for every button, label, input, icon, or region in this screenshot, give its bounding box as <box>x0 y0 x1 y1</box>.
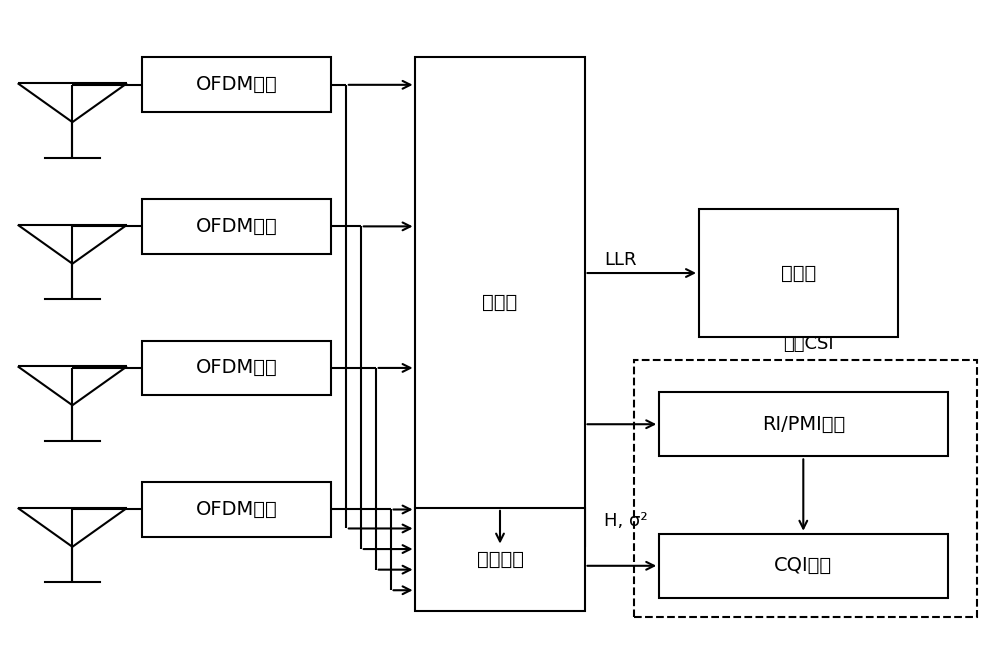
Text: OFDM接收: OFDM接收 <box>196 75 277 94</box>
Bar <box>415 508 585 611</box>
Text: 译码器: 译码器 <box>781 263 816 282</box>
Text: OFDM接收: OFDM接收 <box>196 217 277 236</box>
Bar <box>699 209 898 337</box>
Bar <box>142 482 331 537</box>
Text: RI/PMI确定: RI/PMI确定 <box>762 415 845 434</box>
Bar <box>142 199 331 254</box>
Bar <box>659 392 948 456</box>
Text: H, σ²: H, σ² <box>604 512 648 530</box>
Bar <box>634 360 977 617</box>
Text: LLR: LLR <box>604 251 637 269</box>
Text: 检测器: 检测器 <box>482 293 518 312</box>
Text: OFDM接收: OFDM接收 <box>196 358 277 378</box>
Bar <box>142 58 331 112</box>
Text: 上报CSI: 上报CSI <box>783 335 834 353</box>
Bar <box>415 58 585 546</box>
Bar <box>142 341 331 395</box>
Text: OFDM接收: OFDM接收 <box>196 500 277 519</box>
Bar <box>659 533 948 598</box>
Text: 信道估计: 信道估计 <box>477 550 524 569</box>
Text: CQI确定: CQI确定 <box>774 556 832 575</box>
